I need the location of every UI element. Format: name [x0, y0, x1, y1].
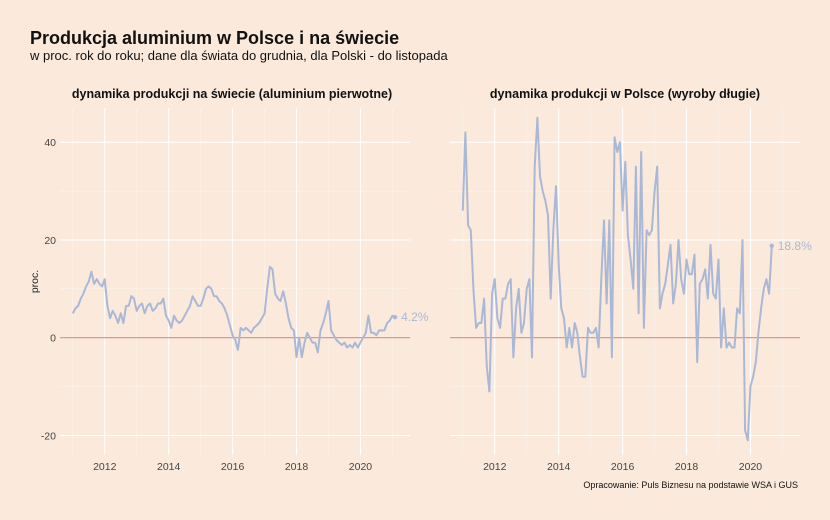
chart-panel-2: dynamika produkcji w Polsce (wyroby dług… [450, 87, 812, 473]
x-tick-label: 2014 [157, 461, 181, 473]
series-line [461, 116, 773, 442]
x-tick-label: 2020 [349, 461, 373, 473]
y-axis-label: proc. [29, 270, 41, 293]
x-tick-label: 2012 [93, 461, 117, 473]
x-tick-label: 2014 [547, 461, 571, 473]
x-tick-label: 2016 [611, 461, 635, 473]
panel-title: dynamika produkcji w Polsce (wyroby dług… [490, 87, 760, 101]
y-tick-label: 0 [50, 333, 56, 345]
page-subtitle: w proc. rok do roku; dane dla świata do … [30, 48, 448, 63]
x-tick-label: 2018 [675, 461, 699, 473]
end-value-label: 18.8% [778, 239, 812, 253]
y-tick-label: 40 [44, 137, 56, 149]
y-tick-label: -20 [41, 430, 56, 442]
chart-panel-1: dynamika produkcji na świecie (aluminium… [29, 87, 429, 473]
y-tick-label: 20 [44, 235, 56, 247]
series-line [71, 265, 396, 359]
page-title: Produkcja aluminium w Polsce i na świeci… [30, 28, 400, 48]
panel-title: dynamika produkcji na świecie (aluminium… [72, 87, 392, 101]
x-tick-label: 2016 [221, 461, 245, 473]
source-caption: Opracowanie: Puls Biznesu na podstawie W… [583, 480, 798, 490]
x-tick-label: 2018 [285, 461, 309, 473]
x-tick-label: 2012 [483, 461, 507, 473]
end-point [392, 314, 398, 320]
x-tick-label: 2020 [739, 461, 763, 473]
end-value-label: 4.2% [401, 310, 429, 324]
end-point [769, 243, 774, 249]
